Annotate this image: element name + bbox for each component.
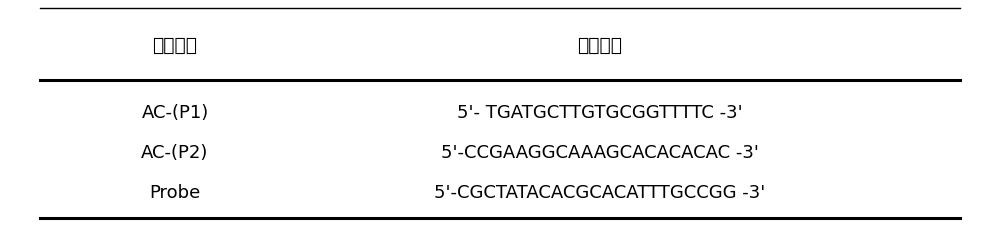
Text: Probe: Probe — [149, 183, 201, 201]
Text: AC-(P1): AC-(P1) — [141, 104, 209, 121]
Text: 5'-CGCTATACACGCACATTTGCCGG -3': 5'-CGCTATACACGCACATTTGCCGG -3' — [434, 183, 766, 201]
Text: 5'-CCGAAGGCAAAGCACACACAC -3': 5'-CCGAAGGCAAAGCACACACAC -3' — [441, 143, 759, 161]
Text: 5'- TGATGCTTGTGCGGTTTTC -3': 5'- TGATGCTTGTGCGGTTTTC -3' — [457, 104, 743, 121]
Text: 引物名称: 引物名称 — [152, 36, 198, 55]
Text: AC-(P2): AC-(P2) — [141, 143, 209, 161]
Text: 引物序列: 引物序列 — [578, 36, 622, 55]
